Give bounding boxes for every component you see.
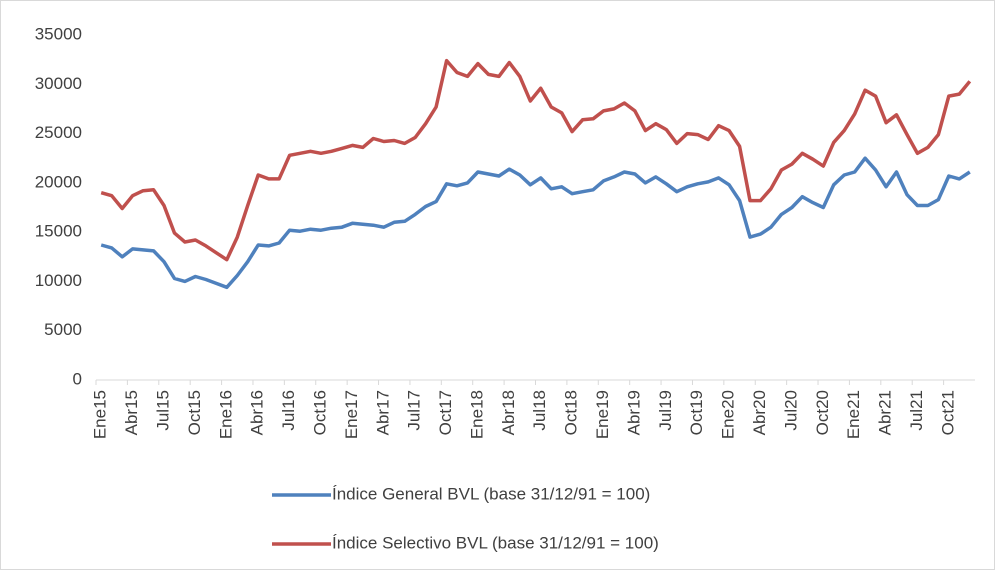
x-tick-label: Jul21 (907, 390, 926, 431)
series-line (100, 156, 971, 290)
x-tick-label: Oct19 (687, 390, 706, 435)
x-tick-label: Ene17 (342, 390, 361, 439)
y-tick-label: 25000 (35, 123, 82, 142)
x-tick-label: Ene18 (467, 390, 486, 439)
x-tick-label: Oct16 (310, 390, 329, 435)
x-tick-label: Oct15 (185, 390, 204, 435)
y-tick-label: 10000 (35, 271, 82, 290)
y-tick-label: 5000 (44, 320, 82, 339)
x-tick-label: Jul15 (154, 390, 173, 431)
x-tick-label: Ene15 (91, 390, 110, 439)
x-tick-label: Oct18 (562, 390, 581, 435)
y-tick-label: 0 (73, 369, 82, 388)
x-tick-label: Ene16 (216, 390, 235, 439)
x-tick-label: Abr20 (750, 390, 769, 435)
x-tick-label: Jul19 (656, 390, 675, 431)
x-tick-label: Abr15 (122, 390, 141, 435)
x-tick-label: Oct17 (436, 390, 455, 435)
x-tick-label: Oct20 (813, 390, 832, 435)
x-tick-label: Abr17 (373, 390, 392, 435)
x-tick-label: Jul16 (279, 390, 298, 431)
y-tick-label: 35000 (35, 24, 82, 43)
x-tick-label: Abr19 (624, 390, 643, 435)
series-line (100, 58, 972, 262)
x-tick-label: Abr18 (499, 390, 518, 435)
y-tick-label: 20000 (35, 172, 82, 191)
x-tick-label: Oct21 (938, 390, 957, 435)
legend-label: Índice Selectivo BVL (base 31/12/91 = 10… (332, 533, 659, 552)
y-tick-label: 15000 (35, 222, 82, 241)
x-tick-label: Ene20 (719, 390, 738, 439)
x-tick-label: Ene19 (593, 390, 612, 439)
x-tick-label: Jul20 (781, 390, 800, 431)
x-tick-label: Jul17 (405, 390, 424, 431)
y-tick-label: 30000 (35, 74, 82, 93)
x-tick-label: Abr21 (876, 390, 895, 435)
x-tick-label: Jul18 (530, 390, 549, 431)
legend-label: Índice General BVL (base 31/12/91 = 100) (332, 484, 650, 503)
x-tick-label: Ene21 (844, 390, 863, 439)
x-tick-label: Abr16 (248, 390, 267, 435)
